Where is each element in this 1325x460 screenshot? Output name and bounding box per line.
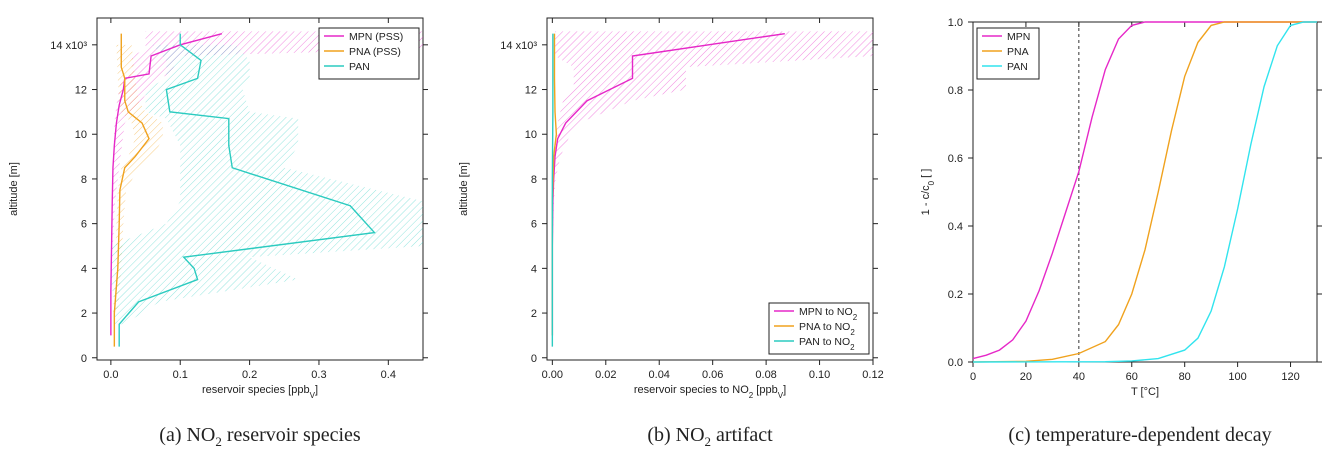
y-tick-label: 2 xyxy=(81,308,87,320)
x-tick-label: 20 xyxy=(1020,371,1032,383)
uncertainty-band xyxy=(112,44,163,314)
x-axis-label: T [°C] xyxy=(1131,386,1159,398)
series-line xyxy=(551,33,554,347)
y-tick-label: 1.0 xyxy=(948,17,963,29)
panel-c-temperature-decay: 0 20 40 60 80 100 120 0.0 0.2 0.4 0.6 0.8 1.0 T [°C] 1… xyxy=(920,17,1322,398)
y-tick-label: 6 xyxy=(81,219,87,231)
caption-b: (b) NO2 artifact xyxy=(647,424,773,449)
y-tick-label: 0.0 xyxy=(948,357,963,369)
x-tick-label: 40 xyxy=(1073,371,1085,383)
y-tick-label: 10 xyxy=(525,129,537,141)
x-tick-label: 120 xyxy=(1281,371,1299,383)
x-tick-label: 60 xyxy=(1126,371,1138,383)
y-tick-label: 0 xyxy=(531,353,537,365)
legend-label: PNA to NO2 xyxy=(799,321,855,337)
x-tick-label: 0.2 xyxy=(242,369,257,381)
plot-frame xyxy=(546,17,874,361)
x-tick-label: 0.4 xyxy=(381,369,396,381)
legend-label: MPN to NO2 xyxy=(799,306,858,322)
legend: MPN PNA PAN xyxy=(976,27,1040,80)
legend-label: PAN xyxy=(1007,61,1028,73)
y-tick-label: 0 xyxy=(81,353,87,365)
legend-label: PNA xyxy=(1007,46,1029,58)
uncertainty-band xyxy=(110,31,423,336)
panel-b-no2-artifact: 0.00 0.02 0.04 0.06 0.08 0.10 0.12 0 2 4 6 8 10 12 14 … xyxy=(458,17,884,400)
y-tick-label: 14 x10³ xyxy=(500,40,537,52)
y-tick-label: 4 xyxy=(531,263,537,275)
y-tick-label: 6 xyxy=(531,219,537,231)
x-tick-label: 100 xyxy=(1228,371,1246,383)
x-axis-label: reservoir species [ppbV] xyxy=(202,384,318,400)
series-line xyxy=(113,33,150,347)
x-tick-label: 0.00 xyxy=(542,369,563,381)
x-tick-label: 0.1 xyxy=(173,369,188,381)
y-tick-label: 10 xyxy=(75,129,87,141)
y-tick-label: 2 xyxy=(531,308,537,320)
y-tick-label: 8 xyxy=(531,174,537,186)
y-tick-label: 12 xyxy=(75,85,87,97)
x-tick-label: 0.04 xyxy=(649,369,670,381)
y-tick-label: 14 x10³ xyxy=(50,40,87,52)
y-tick-label: 0.4 xyxy=(948,221,963,233)
y-tick-label: 12 xyxy=(525,85,537,97)
uncertainty-band xyxy=(552,31,873,336)
y-tick-label: 0.6 xyxy=(948,153,963,165)
x-axis-label: reservoir species to NO2 [ppbV] xyxy=(634,384,786,400)
y-tick-label: 8 xyxy=(81,174,87,186)
series-line xyxy=(972,21,1317,363)
legend-label: PNA (PSS) xyxy=(349,46,401,58)
x-tick-label: 0.02 xyxy=(595,369,616,381)
y-axis-label: altitude [m] xyxy=(8,162,20,216)
uncertainty-band xyxy=(110,44,423,325)
caption-a: (a) NO2 reservoir species xyxy=(159,424,361,449)
x-tick-label: 0.0 xyxy=(103,369,118,381)
x-tick-label: 80 xyxy=(1179,371,1191,383)
y-axis-label: 1 - c/c0 [ ] xyxy=(920,169,936,216)
series-line xyxy=(110,32,223,336)
series-line xyxy=(118,33,376,347)
x-tick-label: 0 xyxy=(970,371,976,383)
plot-frame xyxy=(96,17,424,361)
legend-label: PAN to NO2 xyxy=(799,336,855,352)
x-tick-label: 0.12 xyxy=(862,369,883,381)
panel-a-reservoir-species: 0.0 0.1 0.2 0.3 0.4 0 2 4 6 8 10 12 14 x10³ reservoir… xyxy=(8,17,428,400)
y-axis-label: altitude [m] xyxy=(458,162,470,216)
series-line xyxy=(972,21,1317,360)
legend-label: MPN (PSS) xyxy=(349,31,403,43)
y-tick-label: 4 xyxy=(81,263,87,275)
y-tick-label: 0.8 xyxy=(948,85,963,97)
x-tick-label: 0.06 xyxy=(702,369,723,381)
figure-canvas: 0.0 0.1 0.2 0.3 0.4 0 2 4 6 8 10 12 14 x10³ reservoir… xyxy=(8,17,1322,400)
legend: MPN (PSS) PNA (PSS) PAN xyxy=(318,27,420,80)
x-tick-label: 0.3 xyxy=(311,369,326,381)
y-tick-label: 0.2 xyxy=(948,289,963,301)
legend-label: MPN xyxy=(1007,31,1030,43)
series-line xyxy=(972,21,1317,363)
legend-label: PAN xyxy=(349,61,370,73)
x-tick-label: 0.10 xyxy=(809,369,830,381)
x-tick-label: 0.08 xyxy=(755,369,776,381)
caption-c: (c) temperature-dependent decay xyxy=(1008,424,1272,446)
